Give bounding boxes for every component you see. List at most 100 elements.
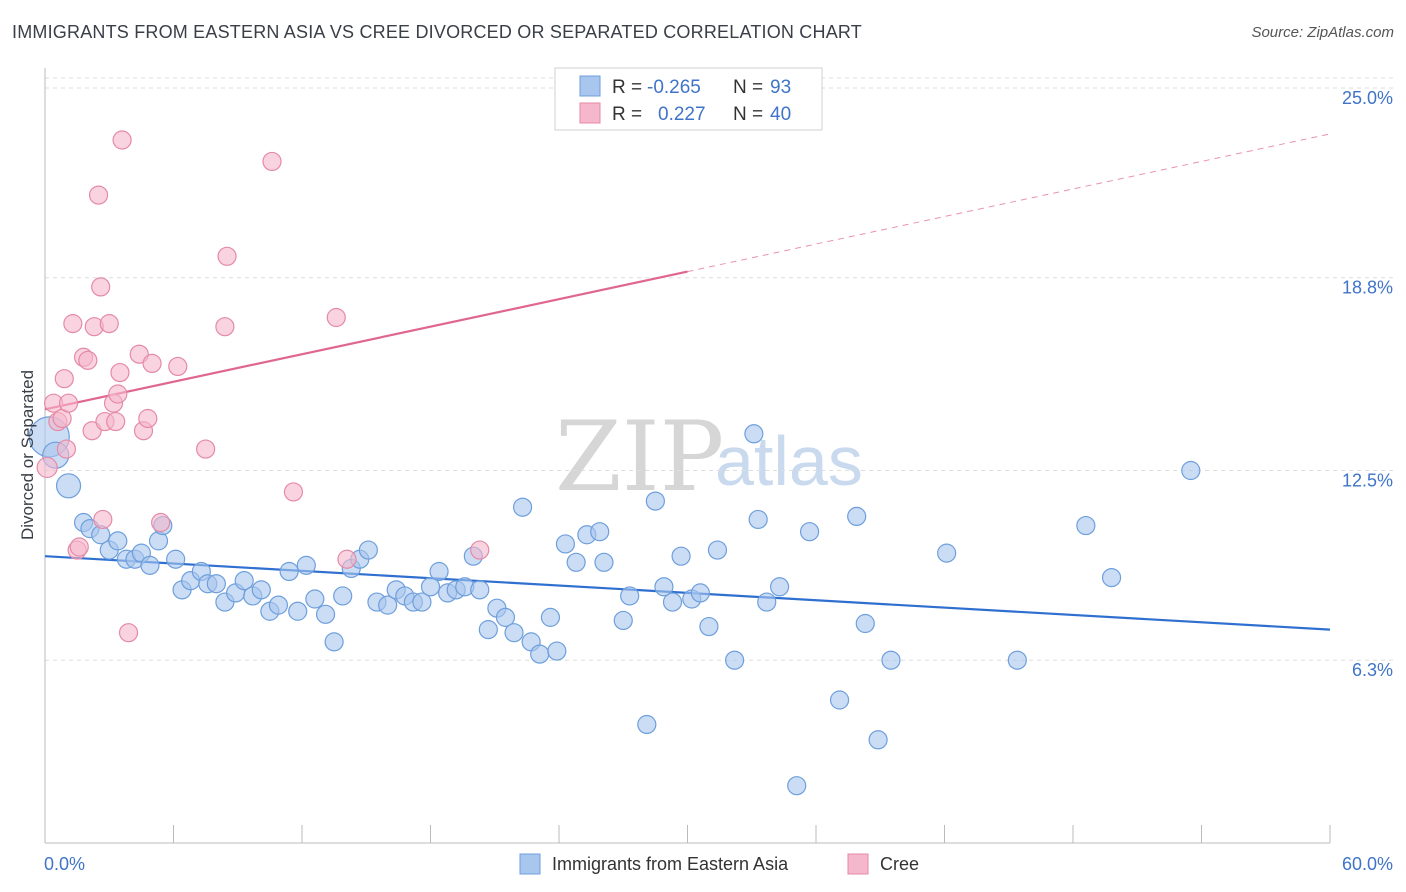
point-eastern-asia — [590, 522, 610, 542]
legend-top: R = -0.265 N = 93 R = 0.227 N = 40 — [554, 67, 823, 131]
data-points — [28, 105, 1201, 796]
point-eastern-asia — [799, 522, 820, 542]
legend-n-label-1: N = — [733, 77, 763, 98]
point-cree — [151, 512, 171, 533]
point-eastern-asia — [637, 714, 657, 735]
point-eastern-asia — [1101, 567, 1122, 588]
trend-line-cree-extension — [687, 133, 1331, 273]
point-eastern-asia — [699, 616, 719, 637]
point-eastern-asia — [530, 644, 550, 664]
point-cree — [262, 151, 282, 172]
point-eastern-asia — [251, 580, 271, 600]
point-cree — [58, 393, 79, 413]
legend-bottom-label-2: Cree — [880, 854, 919, 874]
legend-bottom-swatch-pink — [847, 853, 869, 875]
point-eastern-asia — [654, 577, 674, 597]
legend-r-value-1: -0.265 — [647, 77, 701, 98]
point-eastern-asia — [324, 632, 344, 652]
point-eastern-asia — [420, 577, 441, 597]
legend-r-label-1: R = — [612, 77, 642, 98]
point-eastern-asia — [769, 577, 790, 597]
point-cree — [217, 246, 237, 266]
point-cree — [106, 411, 126, 432]
legend-r-value-2: 0.227 — [658, 104, 706, 125]
point-cree — [215, 317, 235, 337]
point-cree — [283, 482, 304, 502]
point-eastern-asia — [645, 491, 665, 511]
x-tick-label-max: 60.0% — [1342, 854, 1393, 874]
y-tick-label: 25.0% — [1342, 88, 1393, 108]
point-eastern-asia — [1076, 515, 1096, 536]
legend-r-label-2: R = — [612, 104, 642, 125]
point-cree — [99, 314, 119, 334]
point-eastern-asia — [108, 531, 128, 551]
point-eastern-asia — [829, 690, 850, 710]
point-eastern-asia — [470, 580, 490, 600]
point-eastern-asia — [315, 604, 336, 624]
point-eastern-asia — [333, 586, 353, 606]
point-cree — [138, 408, 158, 429]
point-eastern-asia — [937, 543, 957, 563]
point-cree — [88, 185, 109, 205]
point-cree — [470, 540, 490, 560]
point-eastern-asia — [725, 650, 745, 670]
point-eastern-asia — [412, 592, 432, 612]
point-eastern-asia — [206, 574, 226, 594]
point-eastern-asia — [378, 595, 398, 615]
point-eastern-asia — [1181, 460, 1201, 481]
chart-title: IMMIGRANTS FROM EASTERN ASIA VS CREE DIV… — [12, 22, 862, 42]
point-cree — [337, 549, 357, 569]
point-cree — [36, 456, 58, 479]
point-cree — [326, 307, 346, 328]
watermark-atlas: atlas — [715, 422, 863, 500]
point-cree — [78, 350, 98, 370]
point-eastern-asia — [268, 595, 289, 615]
point-eastern-asia — [690, 583, 710, 603]
point-eastern-asia — [296, 555, 316, 575]
trend-line-cree — [44, 270, 688, 411]
point-cree — [56, 439, 77, 459]
point-eastern-asia — [495, 607, 516, 627]
point-eastern-asia — [504, 623, 524, 643]
watermark-zip: ZIP — [555, 401, 724, 513]
point-cree — [93, 509, 113, 530]
point-eastern-asia — [707, 540, 728, 560]
legend-n-label-2: N = — [733, 104, 763, 125]
y-tick-labels: 6.3% 12.5% 18.8% 25.0% — [1342, 88, 1393, 680]
point-eastern-asia — [744, 424, 764, 444]
point-eastern-asia — [662, 592, 683, 612]
point-cree — [142, 353, 162, 373]
point-eastern-asia — [166, 549, 186, 569]
point-cree — [118, 623, 139, 643]
point-eastern-asia — [757, 592, 777, 612]
source-label: Source: ZipAtlas.com — [1251, 24, 1394, 41]
legend-swatch-pink — [579, 102, 601, 124]
point-eastern-asia — [358, 540, 378, 560]
y-tick-label: 12.5% — [1342, 471, 1393, 491]
y-tick-label: 18.8% — [1342, 278, 1393, 298]
point-cree — [54, 369, 74, 389]
point-eastern-asia — [855, 613, 875, 634]
point-eastern-asia — [594, 552, 614, 572]
point-eastern-asia — [748, 509, 768, 530]
point-eastern-asia — [787, 776, 807, 796]
point-eastern-asia — [847, 506, 867, 527]
point-eastern-asia — [547, 641, 567, 661]
point-eastern-asia — [279, 561, 299, 582]
legend-bottom: Immigrants from Eastern Asia Cree — [519, 853, 919, 875]
point-cree — [168, 356, 188, 377]
point-eastern-asia — [881, 650, 901, 670]
point-eastern-asia — [478, 620, 498, 640]
x-tick-label-min: 0.0% — [44, 854, 85, 874]
point-eastern-asia — [620, 586, 640, 606]
y-axis-label: Divorced or Separated — [18, 370, 37, 540]
legend-bottom-label-1: Immigrants from Eastern Asia — [552, 854, 789, 874]
point-eastern-asia — [555, 534, 576, 554]
point-eastern-asia — [1007, 650, 1027, 670]
point-eastern-asia — [868, 730, 888, 750]
point-eastern-asia — [671, 546, 691, 566]
point-cree — [110, 362, 130, 383]
point-cree — [91, 277, 111, 297]
point-eastern-asia — [288, 601, 308, 621]
